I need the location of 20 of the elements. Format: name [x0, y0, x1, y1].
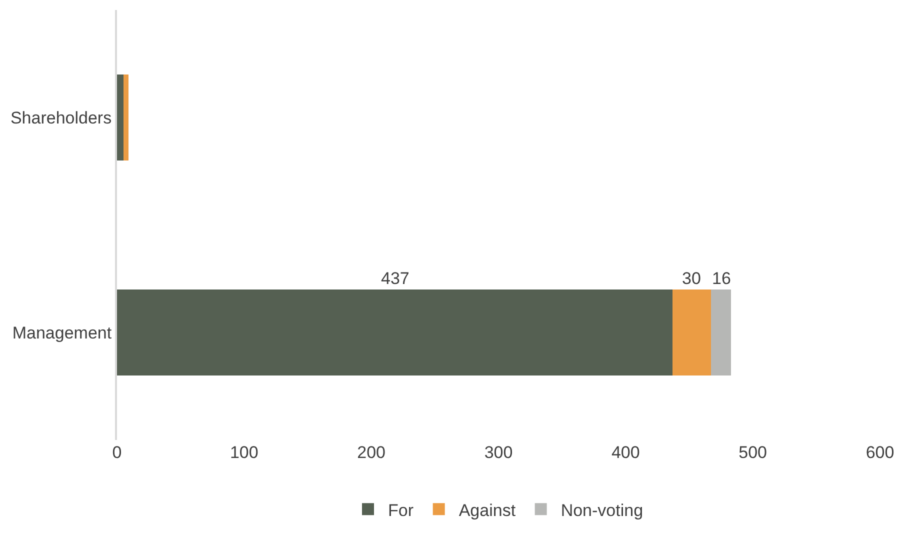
legend-label: Against: [458, 500, 516, 520]
x-tick-label: 500: [738, 443, 768, 462]
bar: [672, 290, 711, 376]
bar: [123, 74, 128, 160]
x-tick-label: 600: [866, 443, 894, 462]
x-tick-label: 400: [611, 443, 640, 462]
x-tick-label: 200: [357, 443, 386, 462]
legend-label: For: [388, 500, 414, 520]
data-label: 30: [682, 269, 701, 288]
x-tick-label: 100: [230, 443, 258, 462]
x-tick-label: 0: [112, 443, 122, 462]
bar: [117, 74, 124, 160]
bar: [117, 290, 673, 376]
bar: [710, 290, 732, 376]
data-label: 16: [712, 269, 731, 288]
data-label: 437: [381, 269, 410, 288]
legend-label: Non-voting: [560, 500, 644, 520]
x-tick-label: 300: [484, 443, 513, 462]
y-tick-label: Management: [12, 323, 112, 342]
y-tick-label: Shareholders: [10, 108, 112, 128]
